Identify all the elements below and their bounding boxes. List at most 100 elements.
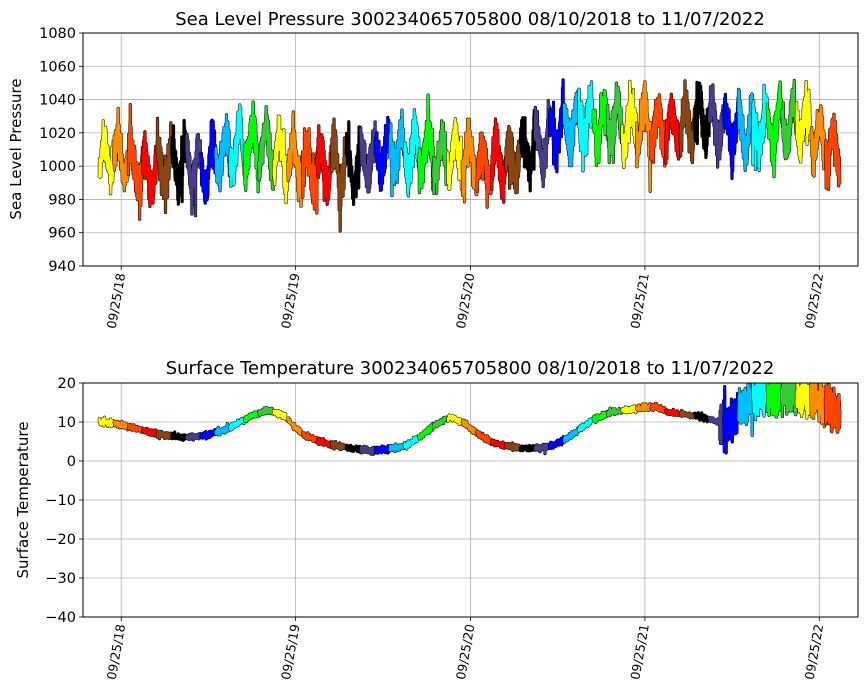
x-tick-label: 09/25/18 bbox=[104, 272, 129, 330]
data-line bbox=[548, 435, 566, 450]
data-line bbox=[257, 105, 275, 191]
data-line bbox=[722, 385, 740, 454]
y-tick-label: −20 bbox=[45, 532, 76, 548]
y-tick-label: 20 bbox=[58, 376, 76, 392]
plot-frame bbox=[82, 32, 859, 267]
y-axis-label: Surface Temperature bbox=[14, 422, 32, 579]
data-line bbox=[214, 113, 231, 192]
data-line bbox=[228, 103, 246, 188]
data-line bbox=[112, 107, 130, 192]
data-line bbox=[403, 108, 420, 198]
data-line bbox=[635, 80, 653, 193]
y-tick-label: −10 bbox=[45, 493, 76, 509]
data-line bbox=[141, 427, 159, 438]
data-line bbox=[446, 414, 464, 426]
x-tick-label: 09/25/19 bbox=[278, 623, 303, 681]
data-line bbox=[795, 383, 813, 420]
y-tick-label: 0 bbox=[67, 454, 76, 470]
y-tick-label: 960 bbox=[48, 226, 76, 242]
y-tick-label: −40 bbox=[45, 610, 76, 626]
data-line bbox=[504, 125, 522, 194]
data-line bbox=[98, 119, 115, 195]
data-line bbox=[620, 80, 638, 169]
data-line bbox=[170, 430, 188, 442]
data-line bbox=[359, 445, 377, 456]
data-line bbox=[780, 383, 798, 418]
data-line bbox=[635, 402, 653, 412]
data-line bbox=[519, 109, 536, 192]
data-line bbox=[156, 117, 173, 214]
data-line bbox=[243, 100, 261, 193]
data-line bbox=[446, 117, 464, 191]
x-tick-label: 09/25/20 bbox=[453, 623, 478, 681]
data-line bbox=[519, 444, 536, 452]
y-tick-label: −30 bbox=[45, 571, 76, 587]
data-line bbox=[475, 132, 493, 209]
data-line bbox=[199, 119, 217, 205]
data-line bbox=[214, 422, 231, 436]
data-line bbox=[388, 442, 406, 453]
data-line bbox=[679, 79, 696, 164]
plot-area: 940 960 980 1000 1020 1040 1060 1080 09/25/18 09/… bbox=[39, 26, 859, 330]
data-line bbox=[228, 417, 246, 431]
data-line bbox=[664, 408, 682, 417]
y-tick-label: 1060 bbox=[39, 59, 76, 75]
data-line bbox=[621, 404, 638, 414]
data-line bbox=[345, 120, 362, 206]
data-line bbox=[127, 103, 144, 221]
y-tick-label: 1040 bbox=[39, 93, 76, 109]
data-line bbox=[432, 119, 449, 195]
x-tick-label: 09/25/22 bbox=[802, 623, 827, 681]
data-line bbox=[257, 406, 275, 417]
sea-level-pressure-chart: Sea Level Pressure 300234065705800 08/10… bbox=[7, 9, 859, 330]
data-line bbox=[301, 431, 319, 444]
data-line bbox=[824, 383, 841, 434]
data-line bbox=[359, 120, 377, 193]
data-line bbox=[475, 429, 493, 446]
data-line bbox=[374, 444, 391, 455]
data-line bbox=[315, 437, 333, 449]
data-line bbox=[388, 108, 406, 197]
data-line bbox=[577, 417, 595, 433]
data-line bbox=[156, 430, 173, 440]
chart-title: Surface Temperature 300234065705800 08/1… bbox=[166, 358, 775, 379]
data-line bbox=[795, 80, 812, 163]
data-line bbox=[708, 83, 725, 169]
y-tick-label: 1000 bbox=[39, 159, 76, 175]
y-tick-label: 10 bbox=[58, 415, 76, 431]
data-line bbox=[141, 130, 159, 208]
data-line bbox=[592, 410, 609, 424]
data-line bbox=[737, 383, 754, 437]
data-line bbox=[737, 88, 754, 172]
x-tick-label: 09/25/22 bbox=[802, 272, 827, 330]
surface-temperature-chart: Surface Temperature 300234065705800 08/1… bbox=[14, 358, 859, 681]
data-line bbox=[243, 410, 261, 423]
data-line bbox=[592, 89, 609, 167]
data-line bbox=[490, 117, 507, 204]
chart-title: Sea Level Pressure 300234065705800 08/10… bbox=[175, 9, 765, 30]
data-line bbox=[301, 127, 319, 215]
data-line bbox=[127, 423, 144, 434]
data-line bbox=[824, 113, 841, 191]
x-tick-label: 09/25/20 bbox=[453, 272, 478, 330]
data-line bbox=[272, 115, 290, 204]
data-line bbox=[562, 89, 580, 167]
data-line bbox=[170, 119, 188, 206]
data-line bbox=[98, 416, 115, 428]
data-line bbox=[751, 84, 769, 172]
data-line bbox=[649, 93, 667, 167]
data-line bbox=[185, 432, 202, 442]
data-line bbox=[548, 78, 566, 173]
data-line bbox=[679, 409, 696, 419]
data-line bbox=[286, 416, 304, 437]
data-line bbox=[606, 81, 624, 164]
data-line bbox=[417, 422, 435, 440]
y-axis-label: Sea Level Pressure bbox=[7, 78, 25, 219]
data-line bbox=[461, 118, 478, 203]
data-line bbox=[693, 81, 711, 159]
data-line bbox=[199, 428, 217, 440]
data-line bbox=[403, 434, 420, 451]
data-line bbox=[432, 416, 449, 430]
data-line bbox=[330, 117, 348, 232]
